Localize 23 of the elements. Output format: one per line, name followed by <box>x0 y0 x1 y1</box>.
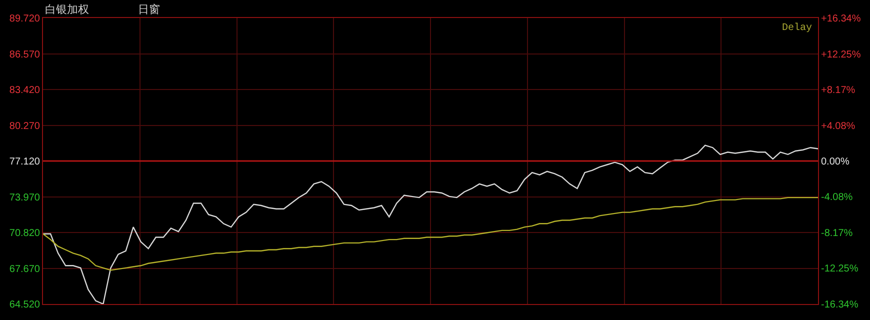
y2-tick-label: +12.25% <box>821 49 861 60</box>
y2-tick-label: -16.34% <box>821 300 858 310</box>
y-tick-label: 77.120 <box>9 156 40 168</box>
y2-tick-label: +8.17% <box>821 85 856 96</box>
annotation: Delay <box>782 22 812 34</box>
y-tick-label: 64.520 <box>9 300 40 310</box>
y-tick-label: 80.270 <box>9 120 40 132</box>
y-tick-label: 89.720 <box>9 14 40 24</box>
y-tick-label: 73.970 <box>9 192 40 204</box>
y2-tick-label: -12.25% <box>821 264 858 275</box>
y-tick-label: 67.670 <box>9 264 40 275</box>
y-tick-label: 83.420 <box>9 85 40 96</box>
chart-title: 白银加权 <box>45 3 89 16</box>
y2-tick-label: 0.00% <box>821 156 850 168</box>
y-tick-label: 86.570 <box>9 49 40 60</box>
line-series <box>43 144 818 304</box>
y2-tick-label: -4.08% <box>821 192 853 204</box>
y2-tick-label: -8.17% <box>821 228 853 239</box>
line-series <box>43 196 818 271</box>
y2-tick-label: +4.08% <box>821 120 856 132</box>
y-tick-label: 70.820 <box>9 228 40 239</box>
text: 日窗 <box>138 3 160 16</box>
y2-tick-label: +16.34% <box>821 14 861 24</box>
